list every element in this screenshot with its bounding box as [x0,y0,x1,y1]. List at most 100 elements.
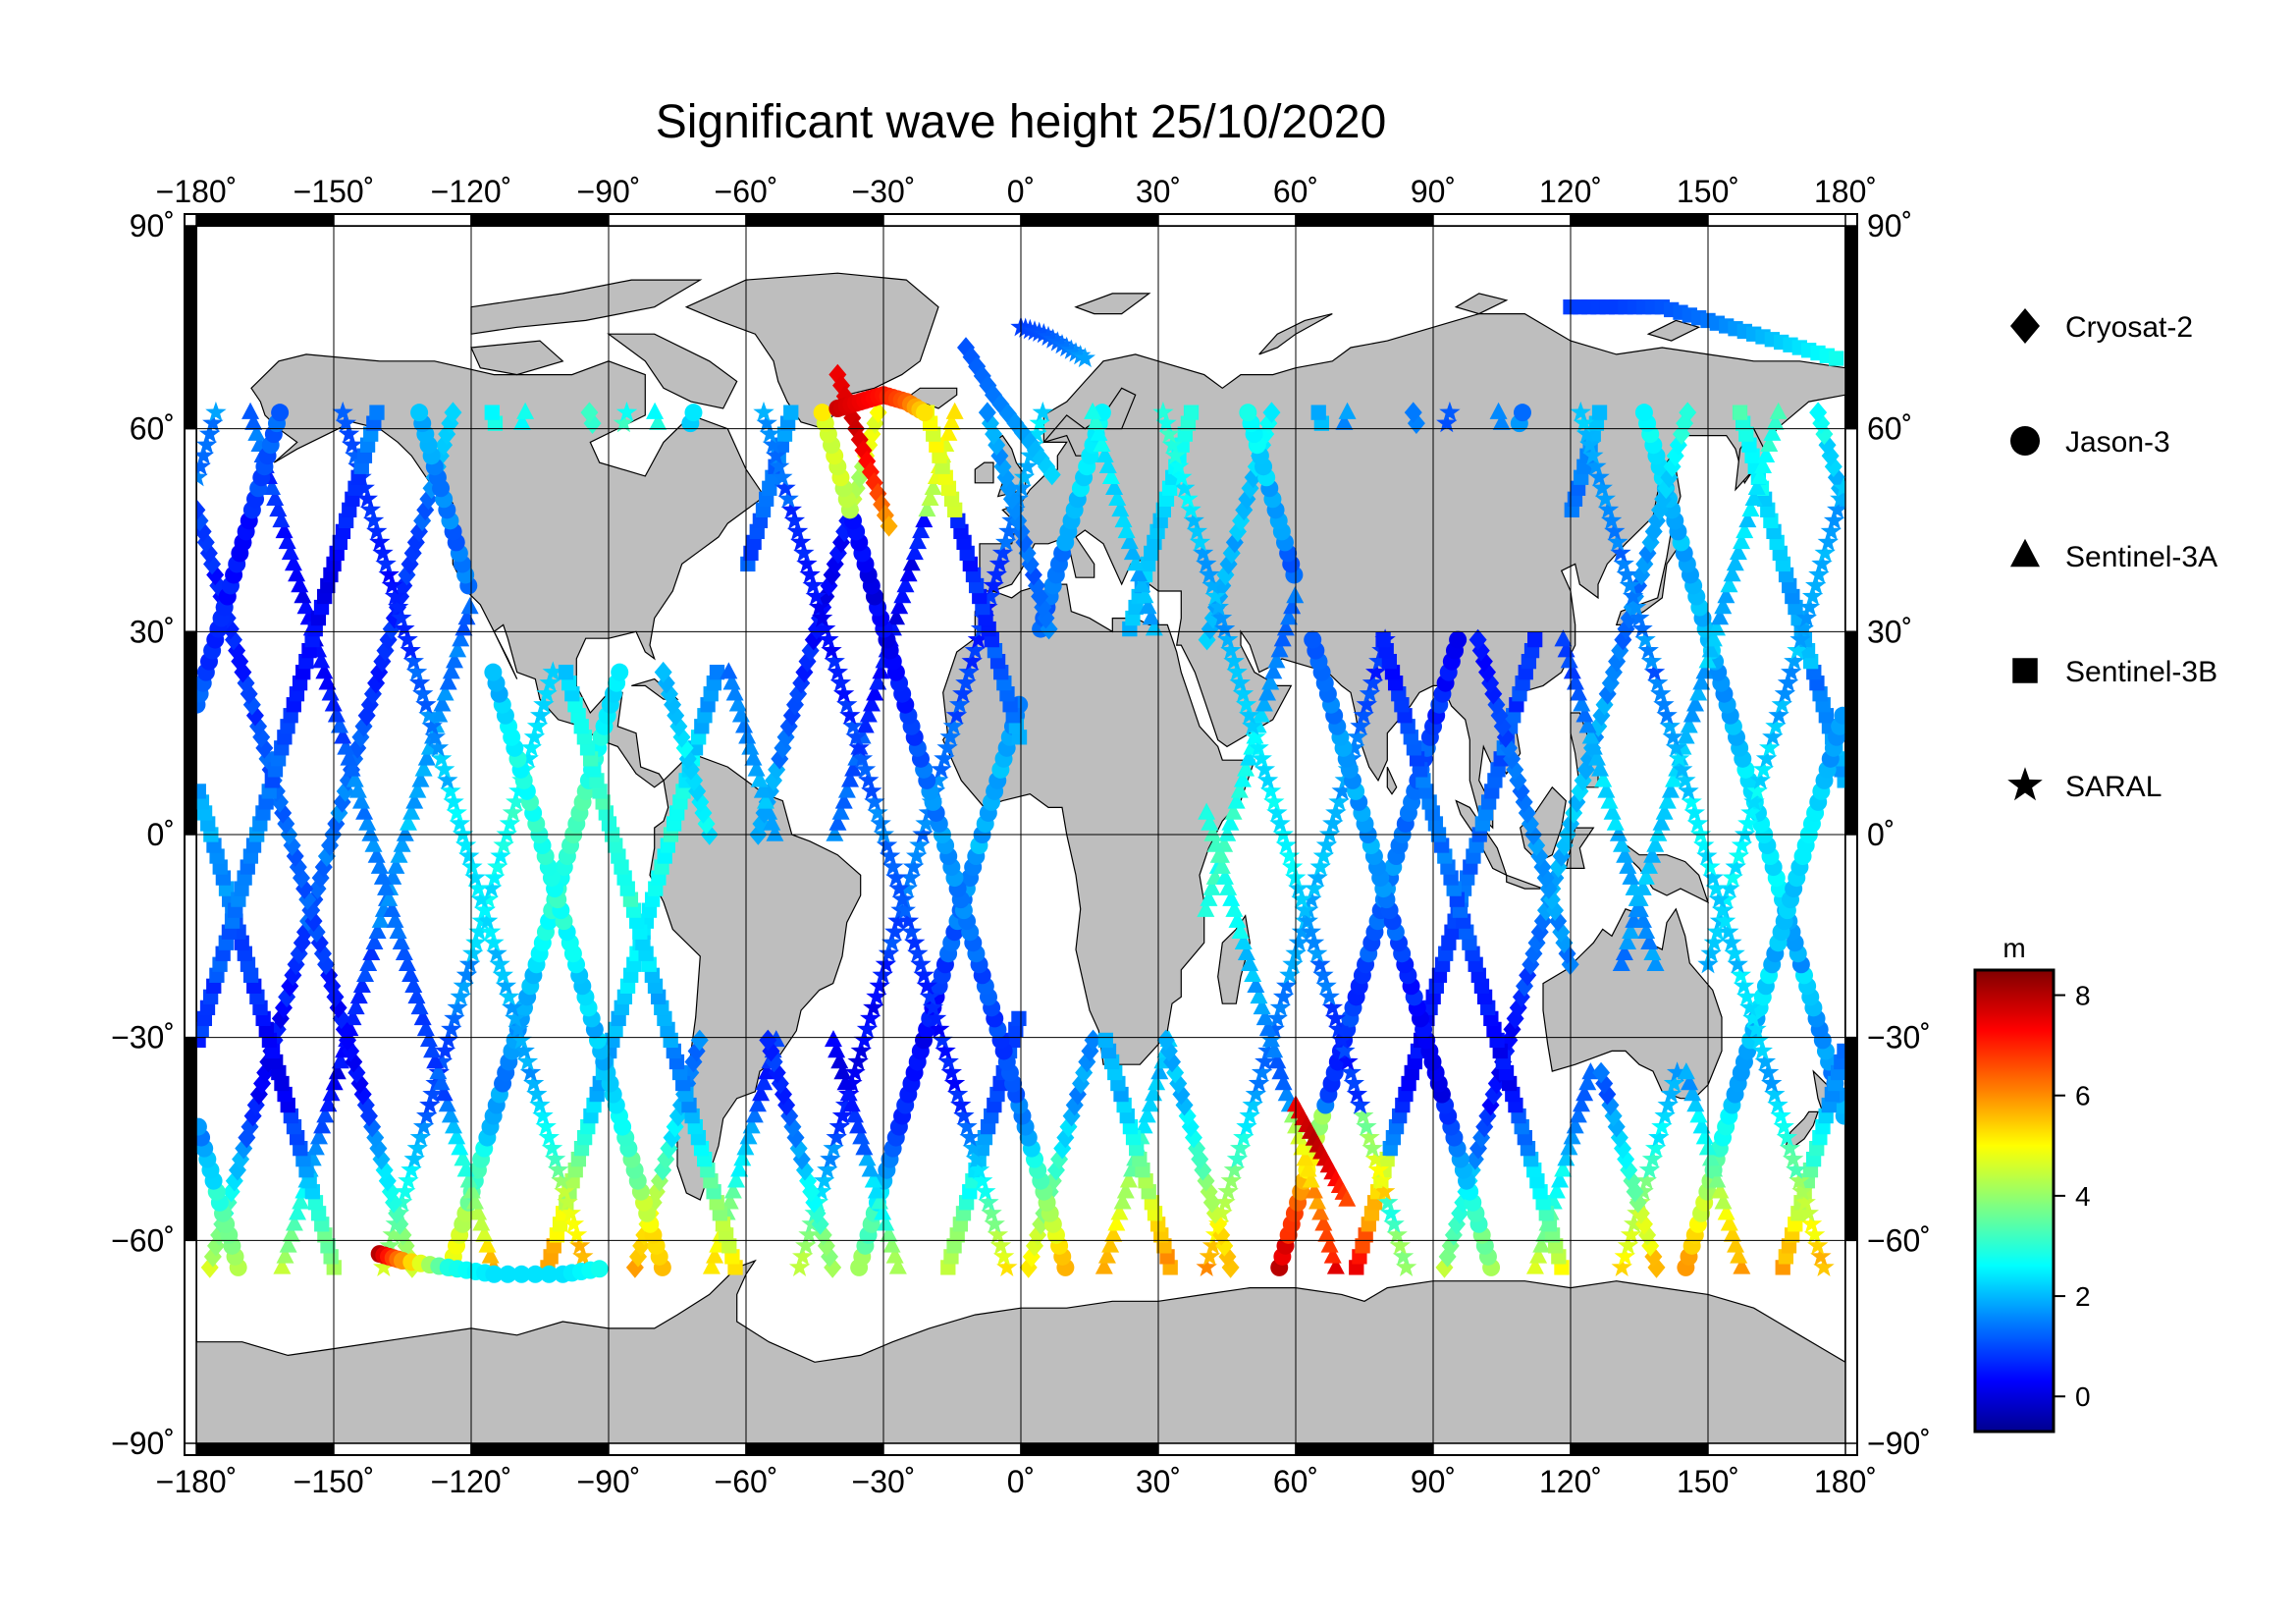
track-point [1750,466,1769,485]
track-sentinel-3b [1310,405,1570,1275]
track-point [294,586,312,604]
track-point [1291,920,1313,942]
track-point [454,834,477,855]
track-point [981,1202,1002,1222]
track-point [1594,770,1613,787]
track-point [1152,401,1174,422]
track-point [736,1138,755,1156]
border-segment-right [1844,630,1858,836]
track-point [1108,488,1127,507]
track-point [433,694,452,712]
track-point [472,1214,491,1231]
track-point [406,1137,428,1158]
track-point [417,748,436,766]
track-point [1353,1105,1374,1125]
track-point [1789,628,1811,649]
track-point [928,769,949,789]
track-point [1727,1235,1745,1253]
track-point [375,553,397,573]
track-point [1781,661,1802,681]
track-point [1711,1181,1730,1199]
track-point [975,1180,996,1201]
track-point [1742,1007,1764,1028]
land-arctic-islands-ca [470,279,703,335]
track-point [1643,943,1662,960]
land-java [1506,874,1544,890]
track-point [852,1127,871,1145]
track-point [706,1246,724,1264]
track-point [551,1169,572,1190]
track-point [1374,1180,1396,1201]
border-segment-bottom [1570,1442,1709,1456]
track-point [1318,986,1340,1006]
track-point [1093,434,1111,452]
track-point [1144,1084,1162,1102]
track-point [1614,1245,1635,1266]
track-point [1386,1223,1408,1244]
data-point [1338,1189,1357,1207]
track-point [1533,856,1552,878]
track-saral [1570,401,1835,1276]
track-point [1130,565,1148,582]
track-point [1735,986,1758,1006]
track-point [1375,631,1391,648]
colorbar-tick-label: 0 [2075,1381,2091,1412]
data-point [1042,328,1064,349]
track-point [1717,1203,1735,1220]
track-point [1755,747,1778,768]
track-point [752,1084,771,1102]
track-point [955,672,977,692]
track-point [945,704,968,725]
track-point [810,1180,832,1201]
track-point [1197,899,1215,917]
track-point [445,1116,463,1134]
track-point [909,532,928,550]
colorbar-unit-label: m [2002,933,2025,963]
track-point [452,629,470,647]
track-point [1305,1181,1323,1199]
track-point [247,423,266,441]
track-point [378,564,400,584]
data-point [1013,422,1032,444]
track-point [444,1007,465,1028]
track-point [1267,651,1286,669]
track-point [415,693,437,714]
track-point [1253,998,1271,1015]
track-point [828,1115,850,1136]
track-point [1706,920,1729,942]
track-point [282,1224,300,1242]
track-point [1641,1148,1664,1168]
track-point [841,770,860,787]
track-point [799,564,821,584]
track-point [480,920,502,942]
track-point [1307,866,1328,888]
track-point [196,784,206,799]
track-point [1754,1051,1777,1071]
track-point [802,574,824,595]
track-point [1095,1257,1113,1274]
track-point [1255,1008,1274,1026]
track-point [539,672,561,692]
lat-label-left: −90˚ [111,1426,175,1461]
track-point [519,1061,542,1082]
track-point [1686,812,1709,834]
track-point [289,856,307,878]
track-point [1686,694,1705,712]
track-point [858,1149,877,1166]
track-point [1518,802,1536,824]
lat-label-left: 60˚ [130,411,175,447]
track-point [1309,953,1331,974]
track-point [936,736,958,757]
track-point [826,553,844,575]
lat-label-left: −60˚ [111,1222,175,1258]
track-point [841,1072,863,1093]
track-point [203,553,222,575]
track-point [1767,1094,1789,1114]
track-point [1814,542,1836,563]
lon-label-top: 150˚ [1677,174,1739,209]
lon-label-bottom: 180˚ [1814,1464,1877,1499]
data-point [962,346,981,368]
track-point [1139,597,1157,615]
track-point [872,964,893,985]
